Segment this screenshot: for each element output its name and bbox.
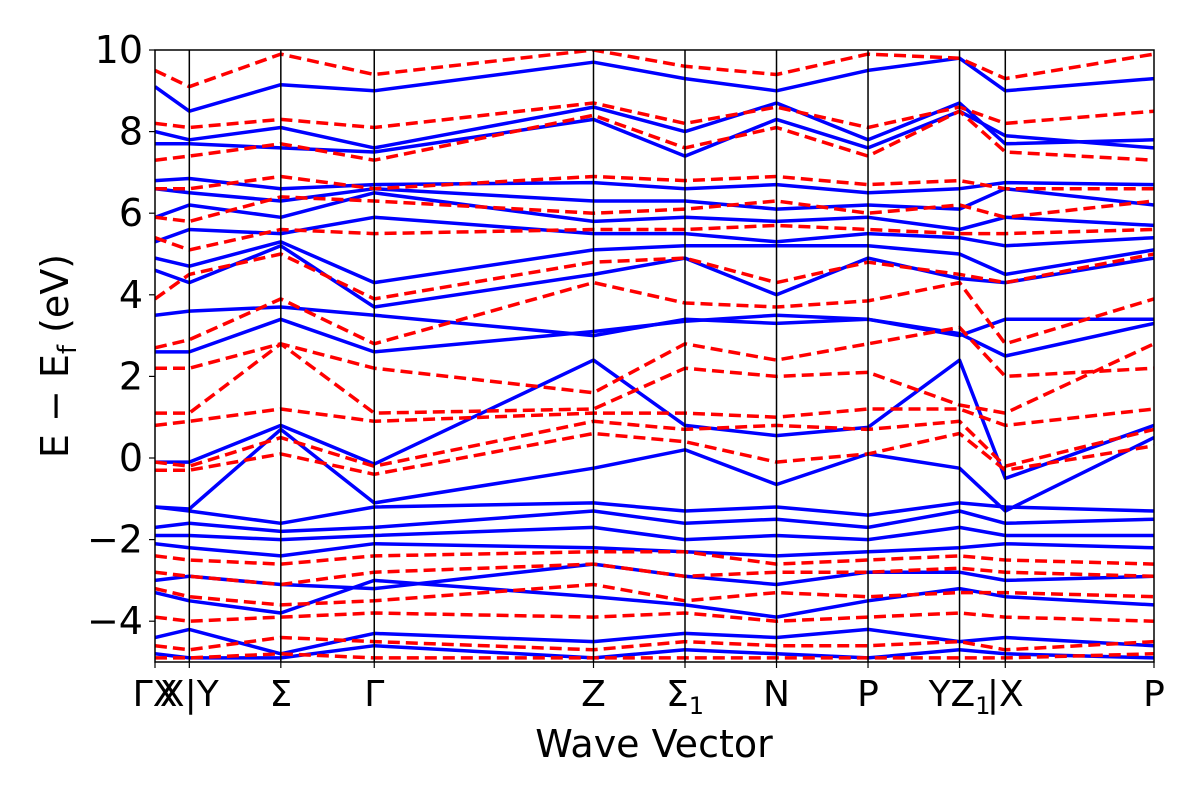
blue-band-line bbox=[155, 562, 1154, 591]
plot-frame bbox=[154, 49, 1155, 663]
y-axis-label: E − Ef (eV) bbox=[33, 254, 83, 458]
x-tick-label: |X bbox=[987, 674, 1024, 715]
red-band-line bbox=[155, 101, 1154, 130]
x-tick-label: Σ bbox=[269, 674, 292, 715]
x-axis-label: Wave Vector bbox=[535, 722, 773, 766]
x-tick-label: X|Y bbox=[160, 674, 220, 715]
y-tick-label: −2 bbox=[87, 518, 143, 562]
y-tick-label: 2 bbox=[119, 354, 143, 398]
x-tick-label: N bbox=[763, 674, 790, 715]
x-tick-label-sub: 1 bbox=[689, 692, 704, 720]
blue-band-line bbox=[155, 541, 1154, 558]
y-tick-label: 6 bbox=[119, 191, 143, 235]
red-band-line bbox=[155, 611, 1154, 623]
y-axis-label-unit: (eV) bbox=[33, 254, 77, 345]
y-axis-label-main: E − E bbox=[33, 354, 77, 458]
y-axis-label-sub: f bbox=[53, 344, 83, 354]
y-tick-label: 10 bbox=[95, 28, 143, 72]
x-axis: ΓXX|Y Σ Γ Z Σ1 N P YZ1|X P bbox=[133, 662, 1165, 720]
y-tick-label: −4 bbox=[87, 599, 143, 643]
red-band-line bbox=[155, 280, 1154, 350]
red-band-line bbox=[155, 252, 1154, 301]
kpoint-lines bbox=[188, 50, 1007, 662]
red-band-line bbox=[155, 223, 1154, 252]
x-tick-label: Γ bbox=[364, 674, 384, 715]
x-tick-label: YZ1 bbox=[928, 674, 991, 720]
x-tick-label: Σ1 bbox=[666, 674, 704, 720]
red-band-line bbox=[155, 431, 1154, 477]
x-tick-label-sub: 1 bbox=[975, 692, 990, 720]
blue-band-line bbox=[155, 509, 1154, 534]
x-tick-label: ΓX bbox=[133, 674, 178, 715]
y-tick-label: 8 bbox=[119, 110, 143, 154]
y-tick-label: 0 bbox=[119, 436, 143, 480]
y-axis: 10 8 6 4 2 0 −2 −4 bbox=[87, 28, 155, 643]
x-tick-label: Z bbox=[581, 674, 606, 715]
red-band-line bbox=[155, 50, 1154, 89]
x-tick-label: P bbox=[1143, 674, 1165, 715]
blue-band-line bbox=[155, 56, 1154, 113]
blue-band-line bbox=[155, 101, 1154, 150]
x-tick-label: P bbox=[857, 674, 879, 715]
y-tick-label: 4 bbox=[119, 273, 143, 317]
bands-layer bbox=[155, 50, 1154, 660]
